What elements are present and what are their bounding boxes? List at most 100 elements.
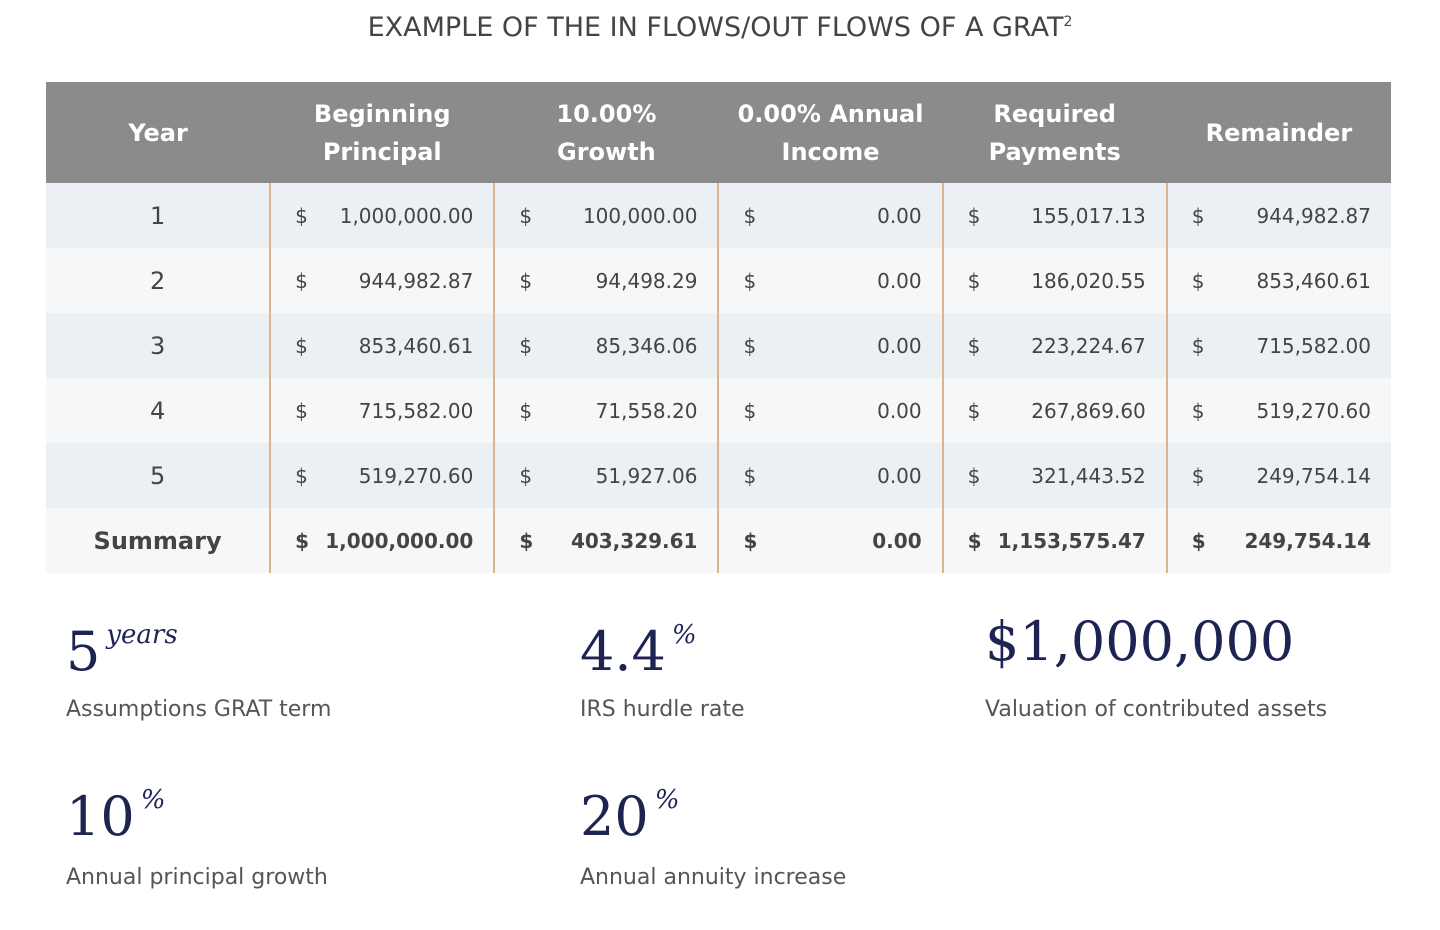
table-row: 3 $853,460.61 $85,346.06 $0.00 $223,224.67 $7… — [46, 313, 1391, 378]
amount: 0.00 — [872, 528, 922, 553]
cell-content: $715,582.00 — [1168, 334, 1391, 358]
amount: 0.00 — [877, 398, 922, 423]
currency: $ — [743, 268, 757, 293]
stat-value: 10% — [66, 785, 165, 848]
cell-content: $0.00 — [719, 269, 941, 293]
amount: 1,153,575.47 — [997, 528, 1146, 553]
amount: 1,000,000.00 — [339, 203, 474, 228]
amount: 1,000,000.00 — [325, 528, 474, 553]
year-cell: 4 — [46, 378, 271, 443]
amount: 0.00 — [877, 463, 922, 488]
currency: $ — [743, 333, 757, 358]
table-row: 2 $944,982.87 $94,498.29 $0.00 $186,020.55 $8… — [46, 248, 1391, 313]
amount: 267,869.60 — [1031, 398, 1146, 423]
money-cell: $155,017.13 — [941, 183, 1167, 248]
header-row: Year Beginning Principal 10.00% Growth 0.00… — [46, 82, 1391, 183]
cell-content: $85,346.06 — [495, 334, 717, 358]
currency: $ — [743, 203, 757, 228]
currency: $ — [519, 463, 533, 488]
table-row: 5 $519,270.60 $51,927.06 $0.00 $321,443.52 $2… — [46, 443, 1391, 508]
currency: $ — [743, 398, 757, 423]
column-header: 10.00% Growth — [494, 82, 719, 183]
table-row: 4 $715,582.00 $71,558.20 $0.00 $267,869.60 $5… — [46, 378, 1391, 443]
amount: 715,582.00 — [1256, 333, 1371, 358]
currency: $ — [1191, 528, 1206, 553]
cell-content: $0.00 — [719, 334, 941, 358]
cell-content: $0.00 — [719, 529, 941, 553]
column-header: 0.00% Annual Income — [718, 82, 943, 183]
money-cell: $715,582.00 — [1165, 313, 1391, 378]
money-cell: $1,153,575.47 — [941, 508, 1167, 573]
stat-unit: years — [106, 620, 178, 650]
currency: $ — [967, 333, 981, 358]
currency: $ — [519, 398, 533, 423]
money-cell: $85,346.06 — [493, 313, 719, 378]
money-cell: $0.00 — [717, 183, 943, 248]
amount: 519,270.60 — [1256, 398, 1371, 423]
amount: 155,017.13 — [1031, 203, 1146, 228]
footnote: 2 — [1063, 14, 1073, 30]
amount: 186,020.55 — [1031, 268, 1146, 293]
stat-label: Annual principal growth — [66, 865, 328, 890]
currency: $ — [743, 528, 758, 553]
cell-content: $1,153,575.47 — [944, 529, 1166, 553]
year-cell: 1 — [46, 183, 271, 248]
stat-value: 5 years — [66, 620, 178, 683]
cell-content: $71,558.20 — [495, 399, 717, 423]
stat-number: $1,000,000 — [985, 610, 1295, 673]
cell-content: $186,020.55 — [944, 269, 1166, 293]
table-row: 1 $1,000,000.00 $100,000.00 $0.00 $155,017.1… — [46, 183, 1391, 248]
money-cell: $249,754.14 — [1165, 443, 1391, 508]
money-cell: $1,000,000.00 — [269, 508, 495, 573]
year-cell: 3 — [46, 313, 271, 378]
amount: 715,582.00 — [358, 398, 474, 423]
amount: 321,443.52 — [1031, 463, 1146, 488]
currency: $ — [295, 528, 310, 553]
money-cell: $71,558.20 — [493, 378, 719, 443]
currency: $ — [967, 528, 982, 553]
cell-content: $853,460.61 — [271, 334, 493, 358]
stat-value: 20% — [580, 785, 679, 848]
cell-content: $403,329.61 — [495, 529, 717, 553]
currency: $ — [295, 463, 308, 488]
amount: 853,460.61 — [358, 333, 474, 358]
money-cell: $853,460.61 — [269, 313, 495, 378]
money-cell: $519,270.60 — [1165, 378, 1391, 443]
stat-label: Valuation of contributed assets — [985, 697, 1328, 722]
amount: 0.00 — [877, 203, 922, 228]
amount: 944,982.87 — [358, 268, 474, 293]
money-cell: $51,927.06 — [493, 443, 719, 508]
currency: $ — [1191, 268, 1205, 293]
currency: $ — [519, 333, 533, 358]
cell-content: $519,270.60 — [1168, 399, 1391, 423]
cell-content: $223,224.67 — [944, 334, 1166, 358]
currency: $ — [295, 203, 308, 228]
money-cell: $0.00 — [717, 443, 943, 508]
currency: $ — [1191, 398, 1205, 423]
amount: 249,754.14 — [1256, 463, 1371, 488]
column-header: Remainder — [1166, 82, 1391, 183]
currency: $ — [967, 398, 981, 423]
money-cell: $321,443.52 — [941, 443, 1167, 508]
money-cell: $267,869.60 — [941, 378, 1167, 443]
money-cell: $249,754.14 — [1165, 508, 1391, 573]
money-cell: $94,498.29 — [493, 248, 719, 313]
amount: 51,927.06 — [595, 463, 698, 488]
money-cell: $944,982.87 — [1165, 183, 1391, 248]
currency: $ — [1191, 463, 1205, 488]
column-header: Beginning Principal — [270, 82, 495, 183]
year-cell: 2 — [46, 248, 271, 313]
currency: $ — [295, 268, 308, 293]
table-row: Summary $1,000,000.00 $403,329.61 $0.00 $1,1… — [46, 508, 1391, 573]
cell-content: $0.00 — [719, 464, 941, 488]
money-cell: $853,460.61 — [1165, 248, 1391, 313]
cell-content: $249,754.14 — [1168, 529, 1391, 553]
money-cell: $715,582.00 — [269, 378, 495, 443]
money-cell: $0.00 — [717, 248, 943, 313]
stat-label: Annual annuity increase — [580, 865, 847, 890]
stat-unit: % — [140, 785, 166, 815]
cell-content: $1,000,000.00 — [271, 204, 493, 228]
cell-content: $100,000.00 — [495, 204, 717, 228]
money-cell: $944,982.87 — [269, 248, 495, 313]
